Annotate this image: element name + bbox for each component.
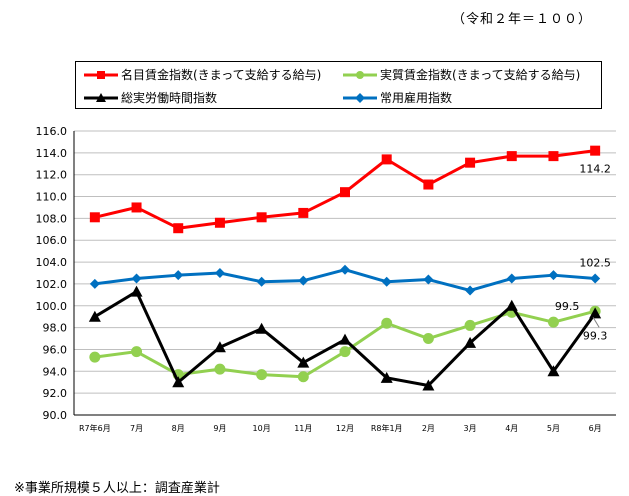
- data-point: [548, 151, 559, 162]
- data-point: [130, 285, 143, 297]
- x-tick-label: 11月: [294, 424, 312, 433]
- legend-marker-green-circle: [343, 70, 377, 79]
- legend-marker-red-square: [84, 70, 118, 79]
- data-point: [256, 369, 268, 381]
- data-point: [173, 223, 184, 234]
- x-tick-label: 7月: [130, 424, 143, 433]
- data-label: 99.3: [583, 329, 608, 342]
- data-point: [506, 273, 517, 284]
- legend-item-working-hours: 総実労働時間指数: [84, 89, 217, 106]
- data-point: [131, 202, 142, 213]
- data-point: [172, 376, 185, 388]
- legend-item-nominal-wage: 名目賃金指数(きまって支給する給与): [84, 66, 321, 83]
- y-tick-label: 112.0: [36, 169, 68, 182]
- data-point: [340, 264, 350, 275]
- legend-marker-black-triangle: [84, 92, 118, 102]
- data-point: [381, 154, 392, 165]
- y-tick-label: 102.0: [36, 278, 68, 291]
- x-tick-label: 4月: [505, 424, 518, 433]
- line-chart: 90.0 92.0 94.0 96.0 98.0 100.0 102.0 104.0 106.0…: [36, 125, 616, 433]
- data-point: [422, 333, 434, 345]
- y-tick-label: 104.0: [36, 256, 68, 269]
- data-point: [464, 336, 477, 348]
- legend-label-real-wage: 実質賃金指数(きまって支給する給与): [380, 68, 581, 82]
- chart-legend: 名目賃金指数(きまって支給する給与) 実質賃金指数(きまって支給する給与) 総実…: [75, 61, 602, 109]
- x-tick-label: 12月: [336, 424, 354, 433]
- x-tick-label: 6月: [589, 424, 602, 433]
- x-tick-label: R8年1月: [371, 423, 403, 433]
- data-point: [465, 285, 476, 296]
- x-tick-label: R7年6月: [79, 423, 111, 433]
- data-point: [548, 270, 559, 281]
- data-point: [589, 307, 602, 319]
- data-point: [465, 157, 476, 168]
- legend-item-employment: 常用雇用指数: [343, 89, 452, 106]
- data-point: [256, 212, 267, 223]
- x-tick-label: 3月: [464, 424, 477, 433]
- data-point: [339, 346, 351, 358]
- y-tick-label: 94.0: [43, 365, 68, 378]
- data-point: [423, 274, 434, 285]
- data-point: [89, 278, 100, 289]
- y-tick-label: 98.0: [43, 322, 68, 335]
- y-tick-label: 90.0: [43, 409, 68, 422]
- data-point: [340, 187, 350, 198]
- data-point: [298, 207, 309, 218]
- data-point: [131, 346, 143, 358]
- data-point: [506, 151, 517, 162]
- data-point: [590, 145, 601, 156]
- data-point: [381, 317, 393, 329]
- data-point: [464, 319, 476, 331]
- data-point: [505, 299, 518, 311]
- y-tick-label: 108.0: [36, 212, 68, 225]
- data-point: [297, 356, 310, 368]
- x-tick-label: 2月: [422, 424, 435, 433]
- y-tick-label: 116.0: [36, 125, 68, 138]
- data-point: [255, 322, 268, 334]
- y-tick-label: 110.0: [36, 191, 68, 204]
- y-tick-label: 100.0: [36, 300, 68, 313]
- y-tick-label: 106.0: [36, 234, 68, 247]
- data-point: [547, 316, 559, 328]
- x-tick-label: 10月: [253, 424, 271, 433]
- legend-label-working-hours: 総実労働時間指数: [121, 91, 218, 105]
- data-point: [214, 268, 225, 278]
- data-point: [214, 217, 225, 228]
- data-point: [547, 365, 560, 377]
- data-point: [173, 270, 184, 281]
- x-tick-label: 8月: [172, 424, 185, 433]
- legend-item-real-wage: 実質賃金指数(きまって支給する給与): [343, 66, 580, 83]
- data-label: 99.5: [555, 300, 580, 313]
- legend-marker-blue-diamond: [343, 92, 377, 103]
- data-point: [131, 273, 142, 284]
- y-tick-label: 96.0: [43, 343, 68, 356]
- data-point: [422, 379, 435, 391]
- data-label: 114.2: [579, 163, 611, 176]
- data-point: [256, 276, 267, 287]
- y-tick-label: 114.0: [36, 147, 68, 160]
- data-point: [213, 341, 226, 353]
- data-point: [590, 273, 601, 284]
- data-point: [423, 179, 434, 190]
- data-point: [89, 212, 100, 223]
- data-point: [298, 275, 309, 286]
- data-label-leader: [592, 317, 600, 328]
- data-point: [380, 371, 393, 383]
- data-point: [339, 333, 351, 345]
- legend-label-employment: 常用雇用指数: [380, 91, 453, 105]
- x-tick-label: 5月: [547, 424, 560, 433]
- data-point: [89, 351, 101, 363]
- legend-label-nominal-wage: 名目賃金指数(きまって支給する給与): [121, 68, 322, 82]
- data-point: [381, 276, 392, 287]
- y-tick-label: 92.0: [43, 387, 68, 400]
- data-point: [214, 363, 226, 375]
- data-point: [88, 310, 101, 322]
- data-point: [297, 371, 309, 383]
- x-tick-label: 9月: [213, 424, 226, 433]
- base-year-note: （令和２年＝１００）: [452, 12, 593, 27]
- data-label: 102.5: [579, 256, 611, 269]
- footnote: ※事業所規模５人以上：調査産業計: [14, 481, 220, 496]
